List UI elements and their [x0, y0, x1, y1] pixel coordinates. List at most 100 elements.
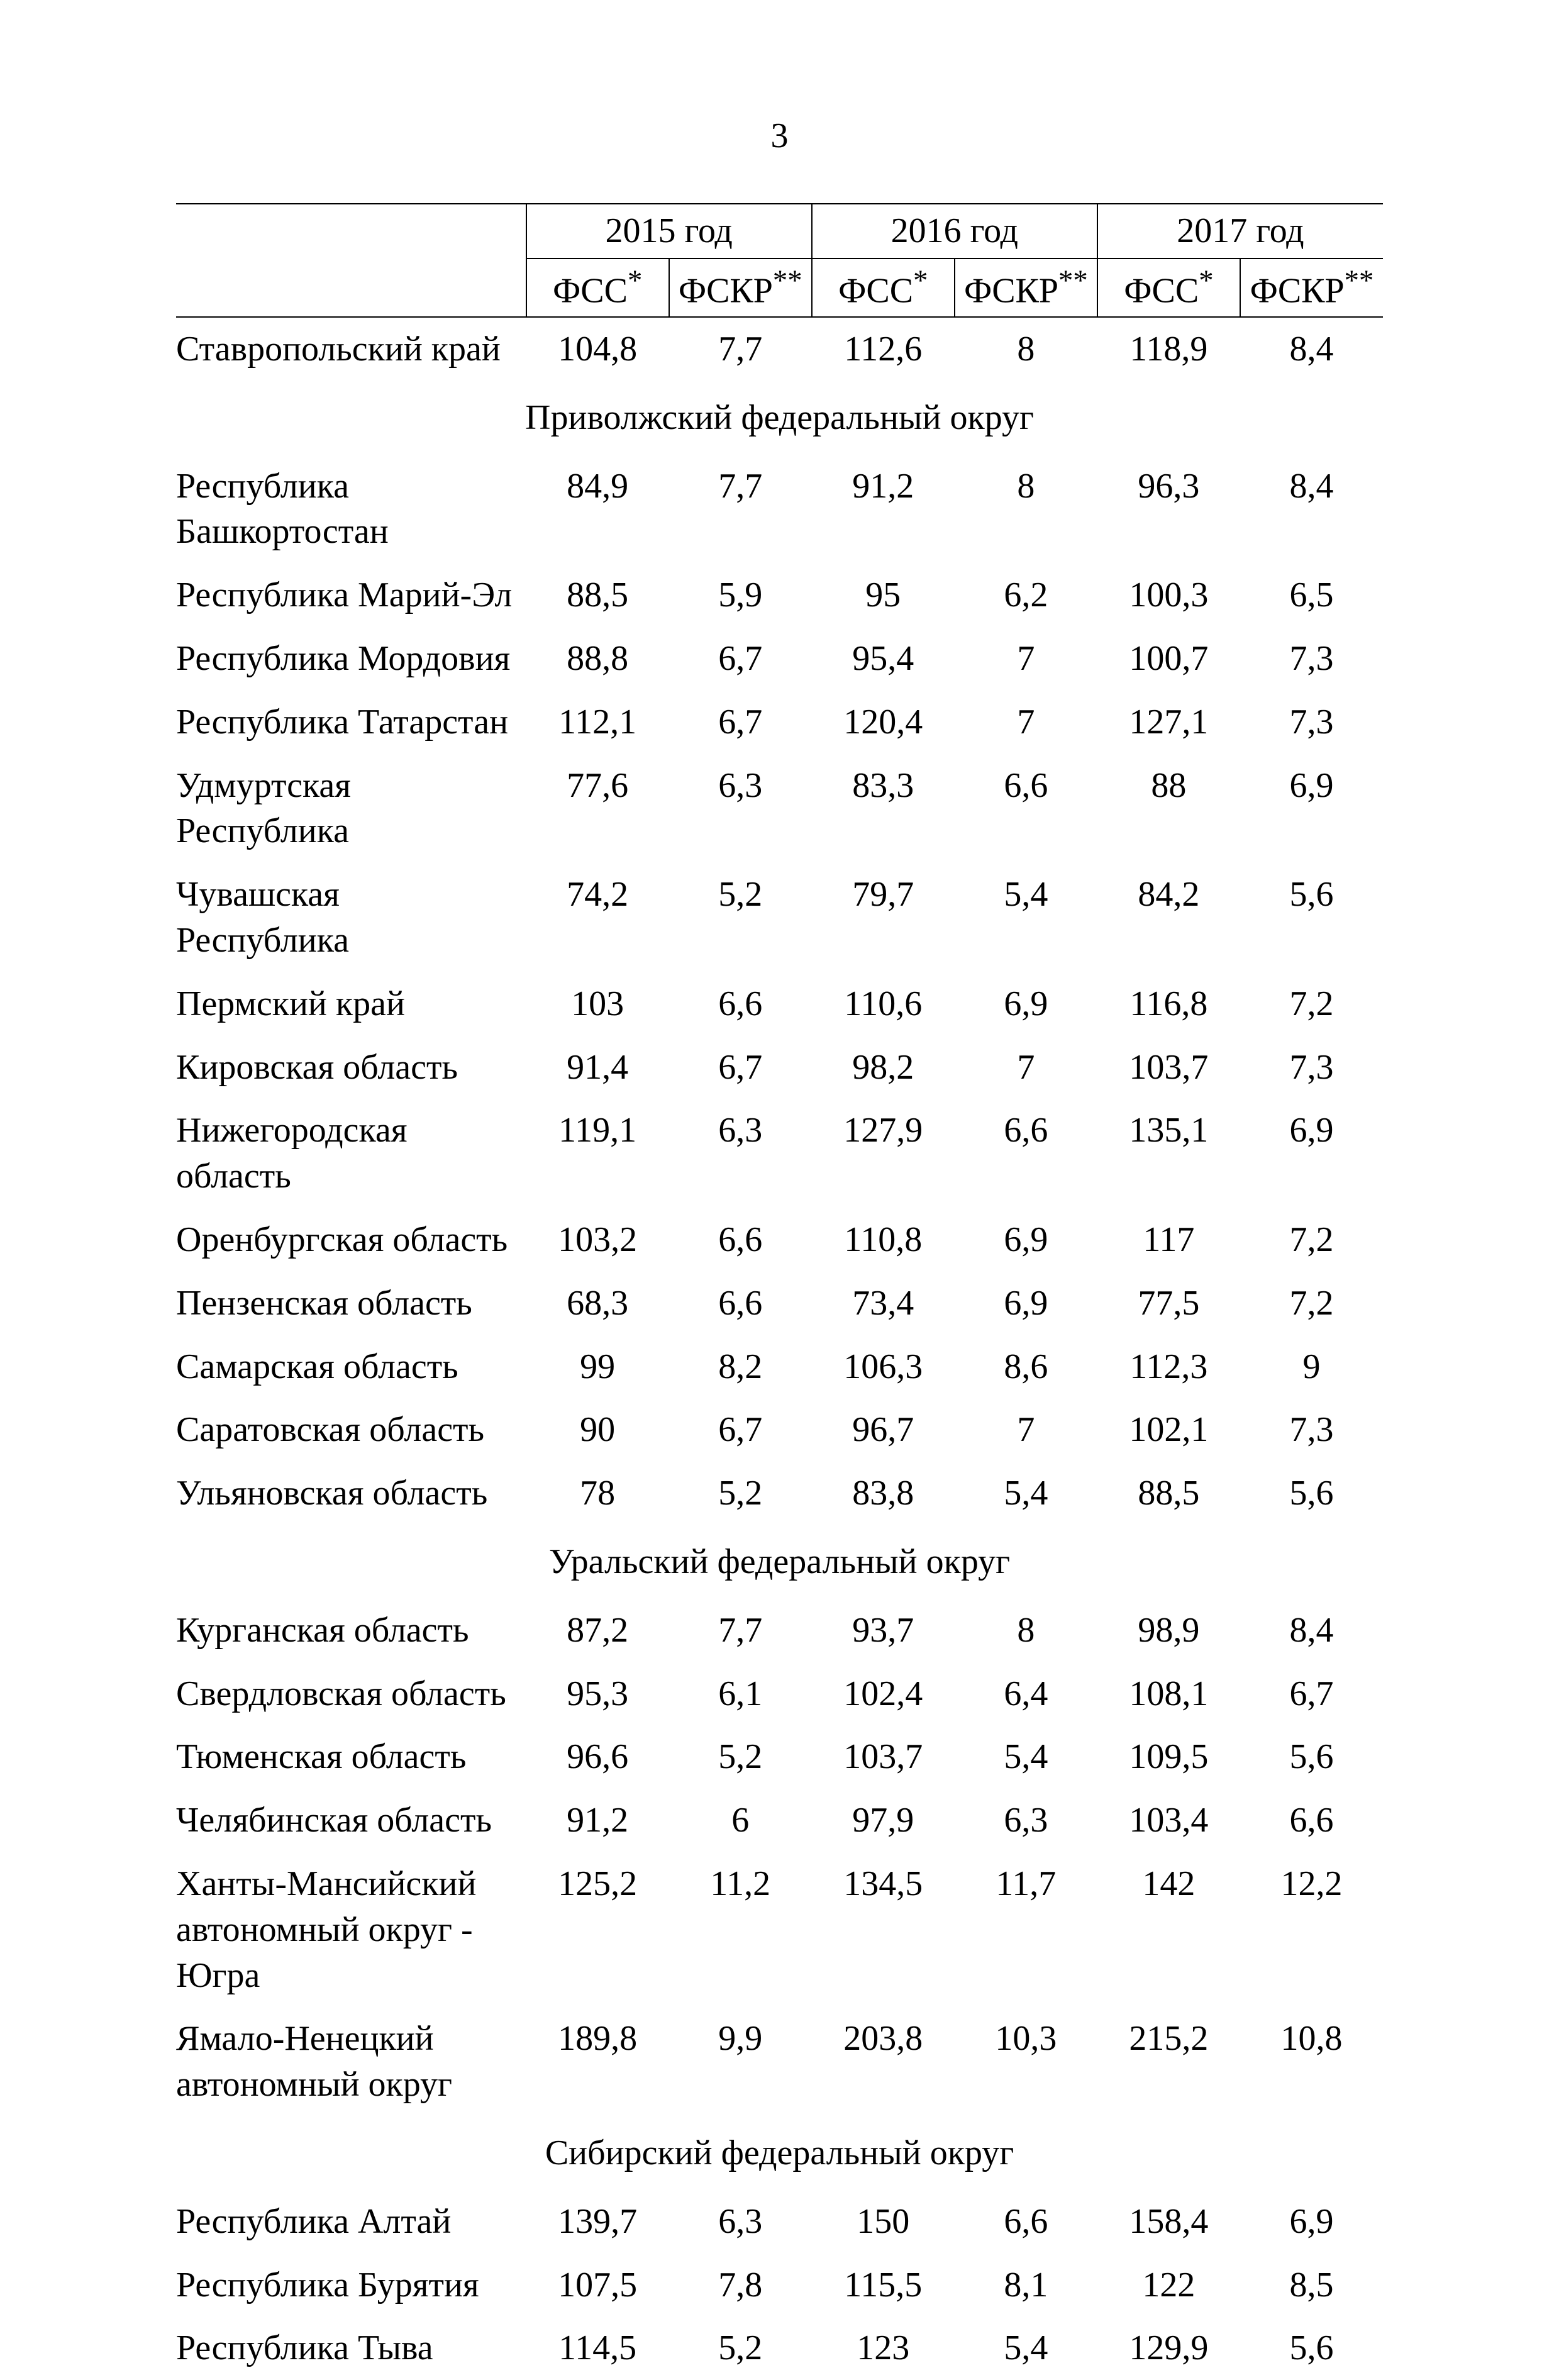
cell-value: 5,9	[669, 564, 812, 627]
region-name: Республика Мордовия	[176, 627, 526, 691]
page-number: 3	[176, 113, 1383, 159]
cell-value: 5,4	[955, 863, 1097, 972]
cell-value: 9	[1240, 1335, 1383, 1399]
cell-value: 79,7	[812, 863, 955, 972]
header-fskp-2016: ФСКР**	[955, 259, 1097, 317]
cell-value: 112,6	[812, 317, 955, 381]
cell-value: 96,7	[812, 1398, 955, 1462]
cell-value: 91,2	[812, 455, 955, 564]
cell-value: 11,2	[669, 1852, 812, 2007]
table-row: Республика Мордовия88,86,795,47100,77,3	[176, 627, 1383, 691]
cell-value: 84,9	[526, 455, 669, 564]
section-title: Уральский федеральный округ	[176, 1525, 1383, 1599]
cell-value: 139,7	[526, 2190, 669, 2254]
cell-value: 110,6	[812, 972, 955, 1036]
table-row: Республика Тыва114,55,21235,4129,95,6	[176, 2316, 1383, 2380]
cell-value: 118,9	[1097, 317, 1240, 381]
cell-value: 8,1	[955, 2254, 1097, 2317]
header-year-2017: 2017 год	[1097, 204, 1383, 259]
header-blank-sub	[176, 259, 526, 317]
cell-value: 8	[955, 455, 1097, 564]
cell-value: 117	[1097, 1208, 1240, 1272]
cell-value: 112,1	[526, 691, 669, 754]
cell-value: 77,5	[1097, 1272, 1240, 1335]
cell-value: 112,3	[1097, 1335, 1240, 1399]
region-name: Республика Марий-Эл	[176, 564, 526, 627]
table-header: 2015 год 2016 год 2017 год ФСС* ФСКР** Ф…	[176, 204, 1383, 317]
cell-value: 6,3	[669, 2190, 812, 2254]
cell-value: 6,7	[669, 1398, 812, 1462]
table-row: Республика Марий-Эл88,55,9956,2100,36,5	[176, 564, 1383, 627]
section-title: Приволжский федеральный округ	[176, 381, 1383, 455]
cell-value: 6,6	[955, 1099, 1097, 1208]
cell-value: 78	[526, 1462, 669, 1525]
cell-value: 158,4	[1097, 2190, 1240, 2254]
cell-value: 8,4	[1240, 1599, 1383, 1662]
cell-value: 10,8	[1240, 2007, 1383, 2116]
region-name: Чувашская Республика	[176, 863, 526, 972]
region-name: Республика Башкортостан	[176, 455, 526, 564]
table-row: Самарская область998,2106,38,6112,39	[176, 1335, 1383, 1399]
region-name: Кировская область	[176, 1036, 526, 1099]
cell-value: 10,3	[955, 2007, 1097, 2116]
cell-value: 100,3	[1097, 564, 1240, 627]
cell-value: 93,7	[812, 1599, 955, 1662]
cell-value: 103,7	[812, 1725, 955, 1789]
cell-value: 109,5	[1097, 1725, 1240, 1789]
table-row: Ульяновская область785,283,85,488,55,6	[176, 1462, 1383, 1525]
region-name: Республика Алтай	[176, 2190, 526, 2254]
cell-value: 6,3	[955, 1789, 1097, 1852]
cell-value: 7,3	[1240, 691, 1383, 754]
cell-value: 134,5	[812, 1852, 955, 2007]
table-row: Ставропольский край104,87,7112,68118,98,…	[176, 317, 1383, 381]
cell-value: 215,2	[1097, 2007, 1240, 2116]
region-name: Удмуртская Республика	[176, 754, 526, 864]
cell-value: 142	[1097, 1852, 1240, 2007]
region-name: Республика Татарстан	[176, 691, 526, 754]
cell-value: 6,5	[1240, 564, 1383, 627]
cell-value: 127,1	[1097, 691, 1240, 754]
section-title-row: Приволжский федеральный округ	[176, 381, 1383, 455]
cell-value: 110,8	[812, 1208, 955, 1272]
cell-value: 8,5	[1240, 2254, 1383, 2317]
region-name: Свердловская область	[176, 1662, 526, 1726]
region-name: Саратовская область	[176, 1398, 526, 1462]
cell-value: 6,6	[669, 972, 812, 1036]
cell-value: 88,5	[1097, 1462, 1240, 1525]
cell-value: 7,3	[1240, 1398, 1383, 1462]
table-row: Тюменская область96,65,2103,75,4109,55,6	[176, 1725, 1383, 1789]
header-year-2016: 2016 год	[812, 204, 1097, 259]
section-title: Сибирский федеральный округ	[176, 2116, 1383, 2190]
cell-value: 91,2	[526, 1789, 669, 1852]
cell-value: 5,4	[955, 2316, 1097, 2380]
cell-value: 7,3	[1240, 1036, 1383, 1099]
cell-value: 5,2	[669, 1725, 812, 1789]
cell-value: 103	[526, 972, 669, 1036]
cell-value: 6,9	[955, 972, 1097, 1036]
cell-value: 7,2	[1240, 1208, 1383, 1272]
table-row: Свердловская область95,36,1102,46,4108,1…	[176, 1662, 1383, 1726]
cell-value: 88,5	[526, 564, 669, 627]
region-name: Нижегородская область	[176, 1099, 526, 1208]
cell-value: 96,3	[1097, 455, 1240, 564]
header-blank	[176, 204, 526, 259]
cell-value: 6,3	[669, 754, 812, 864]
cell-value: 11,7	[955, 1852, 1097, 2007]
table-row: Оренбургская область103,26,6110,86,91177…	[176, 1208, 1383, 1272]
cell-value: 129,9	[1097, 2316, 1240, 2380]
cell-value: 8,6	[955, 1335, 1097, 1399]
cell-value: 7,2	[1240, 1272, 1383, 1335]
cell-value: 91,4	[526, 1036, 669, 1099]
cell-value: 100,7	[1097, 627, 1240, 691]
region-name: Ханты-Мансийский автономный округ - Югра	[176, 1852, 526, 2007]
table-row: Кировская область91,46,798,27103,77,3	[176, 1036, 1383, 1099]
region-name: Ямало-Ненецкий автономный округ	[176, 2007, 526, 2116]
table-row: Республика Башкортостан84,97,791,2896,38…	[176, 455, 1383, 564]
cell-value: 95,3	[526, 1662, 669, 1726]
cell-value: 88	[1097, 754, 1240, 864]
cell-value: 103,2	[526, 1208, 669, 1272]
cell-value: 5,2	[669, 1462, 812, 1525]
table-row: Ямало-Ненецкий автономный округ189,89,92…	[176, 2007, 1383, 2116]
cell-value: 96,6	[526, 1725, 669, 1789]
cell-value: 6,6	[955, 754, 1097, 864]
